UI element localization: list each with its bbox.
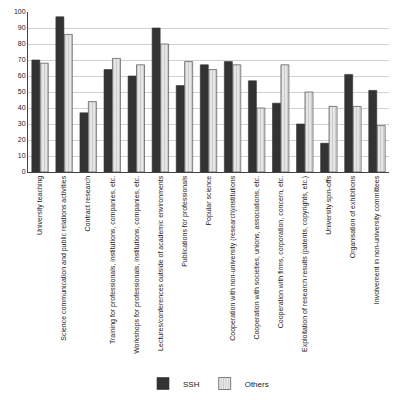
svg-text:Exploitation of research resul: Exploitation of research results (patent… [301, 176, 309, 352]
svg-text:10: 10 [18, 152, 26, 159]
svg-text:80: 80 [18, 40, 26, 47]
svg-text:60: 60 [18, 72, 26, 79]
svg-text:Publications for professionals: Publications for professionals [181, 175, 189, 267]
svg-text:Organisation of exhibitions: Organisation of exhibitions [349, 175, 357, 258]
svg-text:Popular science: Popular science [205, 176, 213, 226]
svg-text:70: 70 [18, 56, 26, 63]
svg-text:Involvement in non-university: Involvement in non-university committees [373, 175, 381, 304]
svg-text:SSH: SSH [183, 380, 200, 389]
svg-text:50: 50 [18, 88, 26, 95]
svg-text:30: 30 [18, 120, 26, 127]
svg-text:40: 40 [18, 104, 26, 111]
svg-text:Lectures/conferences outside o: Lectures/conferences outside of academic… [157, 175, 164, 351]
svg-text:Cooperation with firms, corpor: Cooperation with firms, corporation, con… [277, 176, 285, 329]
svg-text:20: 20 [18, 136, 26, 143]
svg-text:Others: Others [245, 380, 269, 389]
svg-text:University teaching: University teaching [36, 176, 44, 235]
svg-text:Training for professionals, in: Training for professionals, institutions… [109, 176, 117, 344]
svg-text:Contract research: Contract research [84, 176, 91, 232]
svg-text:Workshops for professionals, i: Workshops for professionals, institution… [133, 176, 141, 354]
svg-text:Science communication and publ: Science communication and public relatio… [60, 175, 68, 340]
svg-text:100: 100 [14, 8, 26, 15]
svg-text:Cooperation with societies, un: Cooperation with societies, unions, asso… [253, 176, 261, 340]
svg-text:0: 0 [22, 168, 26, 175]
svg-text:University spin-offs: University spin-offs [325, 175, 333, 235]
svg-text:Cooperation with non-universit: Cooperation with non-university (researc… [229, 175, 237, 340]
svg-text:90: 90 [18, 24, 26, 31]
